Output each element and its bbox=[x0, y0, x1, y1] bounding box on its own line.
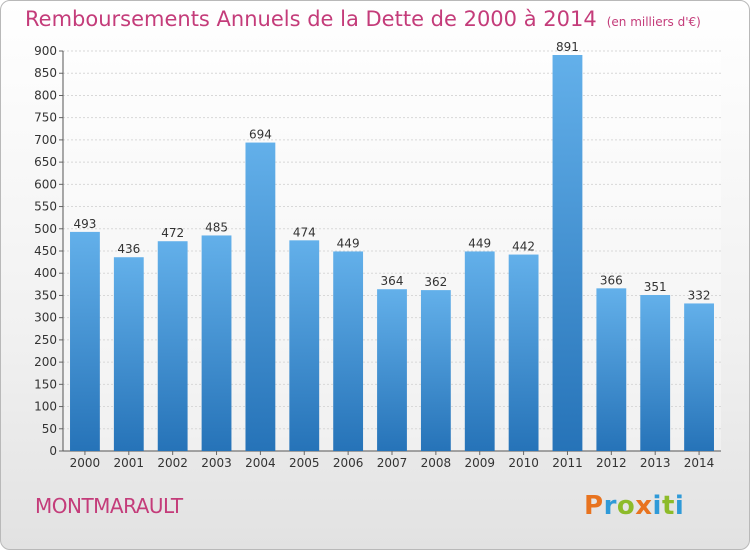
x-tick-label: 2004 bbox=[245, 456, 276, 470]
y-tick-label: 400 bbox=[34, 266, 57, 280]
bar-value-label: 449 bbox=[337, 236, 360, 250]
bar bbox=[245, 142, 276, 452]
chart-title: Remboursements Annuels de la Dette de 20… bbox=[25, 7, 701, 31]
logo-letter: t bbox=[661, 491, 675, 521]
bar-value-label: 891 bbox=[556, 40, 579, 54]
y-tick-label: 150 bbox=[34, 377, 57, 391]
bar bbox=[508, 254, 539, 451]
bar bbox=[113, 257, 144, 451]
logo-letter: o bbox=[616, 491, 636, 521]
logo-letter: i bbox=[674, 491, 685, 521]
bar-value-label: 694 bbox=[249, 128, 272, 142]
logo-letter: x bbox=[635, 491, 653, 521]
y-tick-label: 200 bbox=[34, 355, 57, 369]
bar bbox=[201, 235, 232, 451]
proxiti-logo: Proxiti bbox=[584, 491, 684, 521]
y-tick-label: 800 bbox=[34, 88, 57, 102]
bar-value-label: 485 bbox=[205, 220, 228, 234]
bar-value-label: 442 bbox=[512, 240, 535, 254]
y-tick-label: 0 bbox=[49, 444, 57, 458]
y-tick-label: 700 bbox=[34, 133, 57, 147]
bar bbox=[333, 251, 364, 451]
y-tick-label: 650 bbox=[34, 155, 57, 169]
bar-value-label: 449 bbox=[468, 236, 491, 250]
y-tick-label: 50 bbox=[42, 422, 57, 436]
bar-value-label: 351 bbox=[644, 280, 667, 294]
x-tick-label: 2007 bbox=[377, 456, 408, 470]
bar bbox=[596, 288, 627, 451]
logo-letter: i bbox=[652, 491, 662, 521]
chart-unit-label: (en milliers d'€) bbox=[606, 15, 701, 29]
place-name: MONTMARAULT bbox=[35, 494, 183, 518]
bar bbox=[464, 251, 495, 451]
y-tick-label: 300 bbox=[34, 311, 57, 325]
bar bbox=[552, 55, 583, 451]
y-tick-label: 350 bbox=[34, 288, 57, 302]
y-tick-label: 450 bbox=[34, 244, 57, 258]
x-tick-label: 2014 bbox=[684, 456, 715, 470]
bar bbox=[684, 303, 714, 451]
x-tick-label: 2010 bbox=[508, 456, 539, 470]
bar bbox=[157, 241, 188, 451]
bar-value-label: 474 bbox=[293, 225, 316, 239]
x-tick-label: 2001 bbox=[114, 456, 145, 470]
bar bbox=[289, 240, 320, 451]
bar-value-label: 362 bbox=[424, 275, 447, 289]
x-tick-label: 2008 bbox=[421, 456, 452, 470]
bar-value-label: 364 bbox=[381, 274, 404, 288]
bar-value-label: 472 bbox=[161, 226, 184, 240]
x-tick-label: 2013 bbox=[640, 456, 671, 470]
bar-value-label: 332 bbox=[688, 288, 711, 302]
bar-value-label: 493 bbox=[73, 217, 96, 231]
y-tick-label: 550 bbox=[34, 200, 57, 214]
bar bbox=[70, 231, 100, 451]
y-tick-label: 850 bbox=[34, 66, 57, 80]
logo-letter: P bbox=[584, 491, 604, 521]
logo-letter: r bbox=[603, 491, 617, 521]
bar bbox=[420, 290, 451, 451]
bar bbox=[377, 289, 407, 451]
x-tick-label: 2003 bbox=[201, 456, 232, 470]
x-tick-label: 2009 bbox=[464, 456, 495, 470]
y-tick-label: 500 bbox=[34, 222, 57, 236]
bar bbox=[640, 295, 671, 451]
x-tick-label: 2012 bbox=[596, 456, 627, 470]
y-tick-label: 750 bbox=[34, 111, 57, 125]
y-tick-label: 900 bbox=[34, 44, 57, 58]
y-tick-label: 100 bbox=[34, 400, 57, 414]
bar-value-label: 366 bbox=[600, 273, 623, 287]
x-tick-label: 2002 bbox=[157, 456, 188, 470]
x-tick-label: 2005 bbox=[289, 456, 320, 470]
chart-title-text: Remboursements Annuels de la Dette de 20… bbox=[25, 7, 597, 31]
y-tick-label: 250 bbox=[34, 333, 57, 347]
x-tick-label: 2000 bbox=[70, 456, 101, 470]
y-tick-label: 600 bbox=[34, 177, 57, 191]
x-tick-label: 2006 bbox=[333, 456, 364, 470]
bar-value-label: 436 bbox=[117, 242, 140, 256]
x-tick-label: 2011 bbox=[552, 456, 583, 470]
